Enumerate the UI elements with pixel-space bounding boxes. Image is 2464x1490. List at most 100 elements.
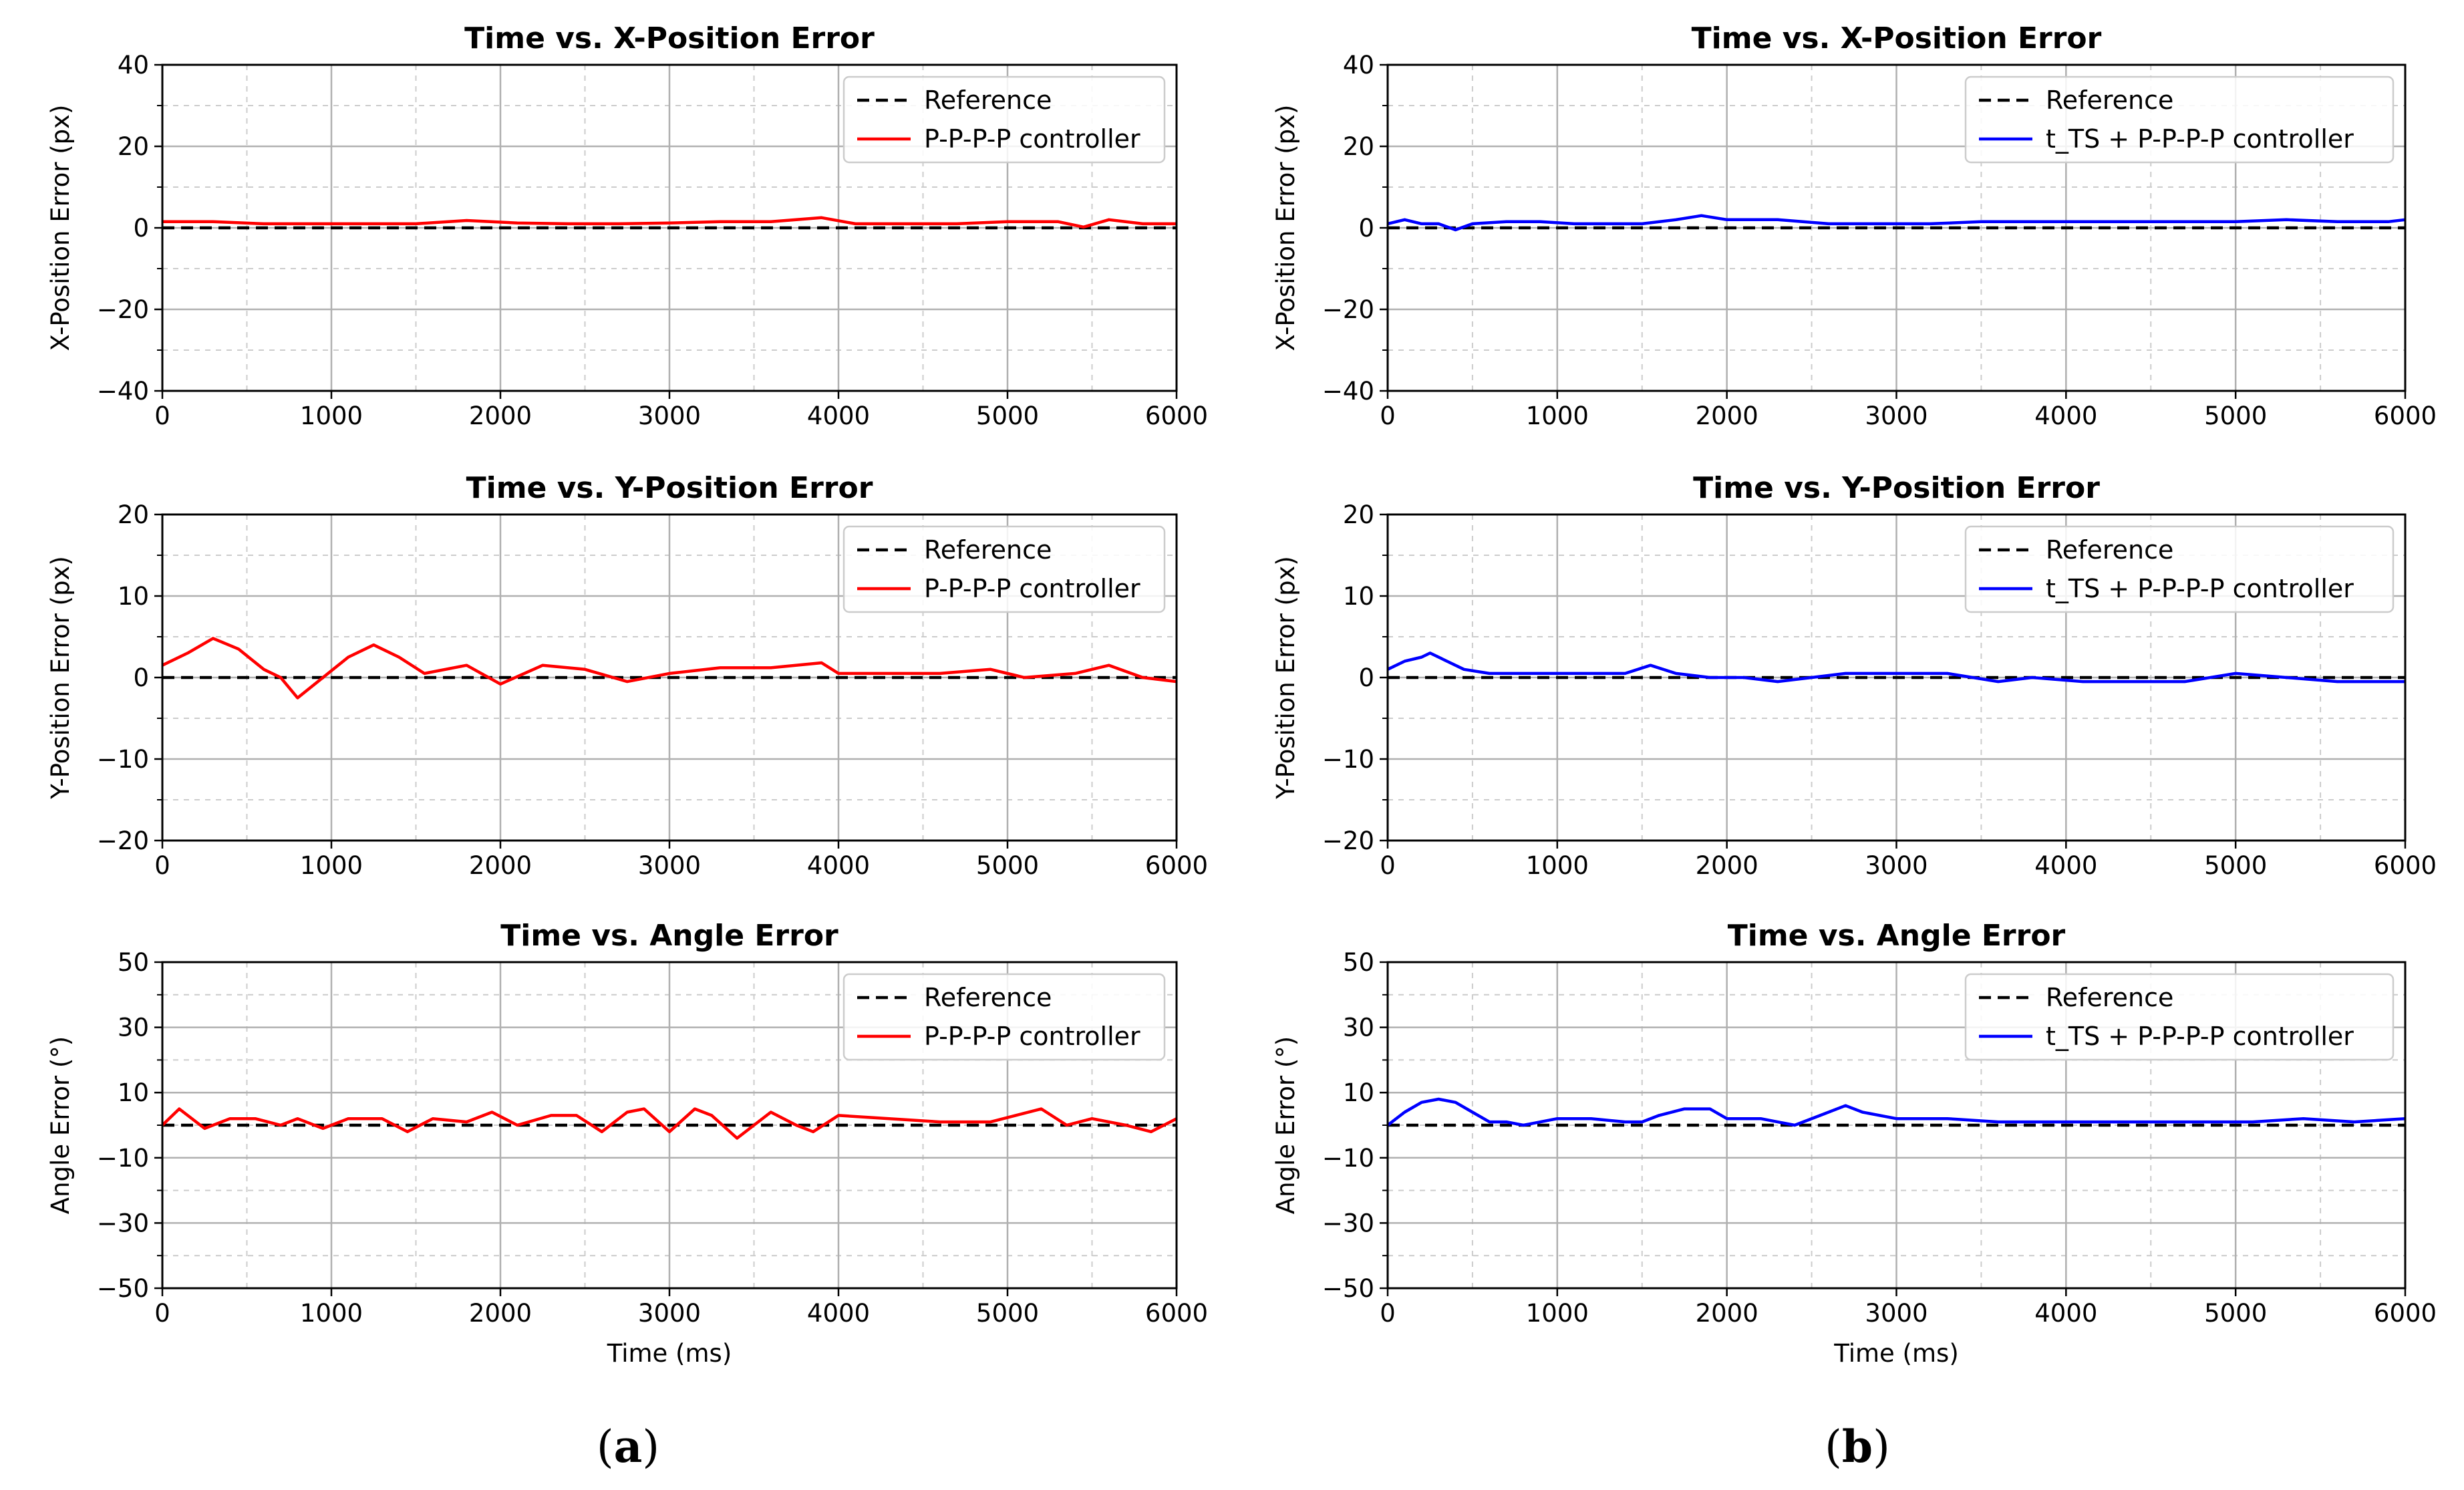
tick-label-x: 5000 xyxy=(2204,851,2267,880)
panel-label-b: (b) xyxy=(1825,1421,1890,1473)
tick-label-x: 2000 xyxy=(1696,1299,1758,1328)
tick-label-x: 0 xyxy=(154,851,170,880)
tick-label-x: 6000 xyxy=(2374,402,2437,430)
chart-title: Time vs. X-Position Error xyxy=(464,21,875,55)
tick-label-y: −10 xyxy=(1322,1144,1374,1173)
tick-label-y: −40 xyxy=(97,377,149,406)
tick-label-y: 30 xyxy=(1343,1014,1374,1042)
legend: Reference P-P-P-P controller xyxy=(842,973,1166,1061)
legend-label: P-P-P-P controller xyxy=(924,574,1140,603)
chart-title: Time vs. Angle Error xyxy=(1728,919,2066,953)
tick-label-x: 2000 xyxy=(469,851,532,880)
legend-label: P-P-P-P controller xyxy=(924,124,1140,154)
tick-label-y: −30 xyxy=(97,1209,149,1237)
chart-3: 0 1000 2000 3000 4000 5000 6000 −40 −20 0 20 40 Time… xyxy=(1271,21,2437,430)
axis-label-y: Angle Error (°) xyxy=(1271,1036,1300,1214)
tick-label-x: 0 xyxy=(1380,851,1396,880)
chart-title: Time vs. X-Position Error xyxy=(1692,21,2102,55)
chart-5: 0 1000 2000 3000 4000 5000 6000 −50 −30 −10 10 30 50… xyxy=(1271,919,2437,1368)
legend-label: Reference xyxy=(2046,86,2173,115)
tick-label-y: 40 xyxy=(118,51,149,80)
tick-label-x: 5000 xyxy=(976,402,1039,430)
tick-label-x: 1000 xyxy=(300,1299,363,1328)
tick-label-y: 10 xyxy=(118,582,149,611)
tick-label-x: 4000 xyxy=(807,851,870,880)
legend: Reference P-P-P-P controller xyxy=(842,76,1166,164)
series-line-controller xyxy=(1386,1097,2406,1127)
legend-box xyxy=(842,525,1166,613)
tick-label-y: −10 xyxy=(97,1144,149,1173)
tick-label-x: 0 xyxy=(154,402,170,430)
panel-label-a: (a) xyxy=(597,1421,659,1473)
legend: Reference P-P-P-P controller xyxy=(842,525,1166,613)
legend-box xyxy=(1964,76,2395,164)
series-line-controller xyxy=(1387,214,2406,232)
legend-label: t_TS + P-P-P-P controller xyxy=(2046,1022,2354,1051)
chart-1: 0 1000 2000 3000 4000 5000 6000 −20 −10 0 10 20 Time… xyxy=(46,471,1208,880)
series-line-controller xyxy=(162,216,1177,229)
legend-label: Reference xyxy=(924,86,1052,115)
legend-label: Reference xyxy=(2046,983,2173,1012)
tick-label-x: 1000 xyxy=(1526,402,1589,430)
tick-label-x: 5000 xyxy=(2204,402,2267,430)
legend-box xyxy=(842,973,1166,1061)
series-line-controller xyxy=(161,1107,1178,1140)
tick-label-x: 3000 xyxy=(1865,1299,1928,1328)
tick-label-y: 20 xyxy=(118,132,149,161)
tick-label-x: 4000 xyxy=(2034,402,2097,430)
tick-label-x: 2000 xyxy=(1696,402,1758,430)
tick-label-y: 50 xyxy=(118,948,149,977)
tick-label-x: 2000 xyxy=(469,1299,532,1328)
tick-label-x: 4000 xyxy=(2034,1299,2097,1328)
tick-label-x: 4000 xyxy=(807,402,870,430)
tick-label-x: 5000 xyxy=(976,851,1039,880)
tick-label-x: 3000 xyxy=(638,402,701,430)
legend-label: Reference xyxy=(2046,535,2173,565)
axis-label-y: Angle Error (°) xyxy=(46,1036,75,1214)
tick-label-y: −50 xyxy=(97,1274,149,1303)
tick-label-x: 0 xyxy=(154,1299,170,1328)
tick-label-y: −10 xyxy=(1322,745,1374,774)
legend-label: P-P-P-P controller xyxy=(924,1022,1140,1051)
tick-label-x: 2000 xyxy=(1696,851,1758,880)
tick-label-x: 5000 xyxy=(976,1299,1039,1328)
tick-label-y: −20 xyxy=(97,827,149,855)
tick-label-y: 20 xyxy=(118,500,149,529)
legend: Reference t_TS + P-P-P-P controller xyxy=(1964,76,2395,164)
chart-title: Time vs. Angle Error xyxy=(500,919,838,953)
tick-label-y: 10 xyxy=(118,1078,149,1107)
tick-label-x: 1000 xyxy=(1526,1299,1589,1328)
series-line-controller xyxy=(162,637,1177,700)
legend: Reference t_TS + P-P-P-P controller xyxy=(1964,973,2395,1061)
tick-label-x: 0 xyxy=(1380,402,1396,430)
axis-label-y: X-Position Error (px) xyxy=(1271,105,1300,351)
tick-label-y: −20 xyxy=(1322,827,1374,855)
chart-title: Time vs. Y-Position Error xyxy=(466,471,873,505)
legend-box xyxy=(1964,973,2395,1061)
tick-label-x: 6000 xyxy=(2374,851,2437,880)
tick-label-x: 6000 xyxy=(1145,851,1208,880)
series-line-controller xyxy=(1387,651,2405,684)
tick-label-x: 4000 xyxy=(2034,851,2097,880)
tick-label-x: 4000 xyxy=(807,1299,870,1328)
tick-label-x: 3000 xyxy=(1865,402,1928,430)
tick-label-x: 6000 xyxy=(1145,1299,1208,1328)
tick-label-y: 0 xyxy=(1358,214,1374,243)
tick-label-x: 1000 xyxy=(1526,851,1589,880)
tick-label-y: −30 xyxy=(1322,1209,1374,1237)
legend-label: t_TS + P-P-P-P controller xyxy=(2046,574,2354,603)
axis-label-y: X-Position Error (px) xyxy=(46,105,75,351)
tick-label-y: −50 xyxy=(1322,1274,1374,1303)
tick-label-y: 10 xyxy=(1343,1078,1374,1107)
tick-label-y: 0 xyxy=(133,214,149,243)
tick-label-y: 0 xyxy=(133,663,149,692)
chart-title: Time vs. Y-Position Error xyxy=(1693,471,2100,505)
tick-label-y: −20 xyxy=(1322,295,1374,324)
legend-box xyxy=(842,76,1166,164)
tick-label-x: 6000 xyxy=(2374,1299,2437,1328)
legend: Reference t_TS + P-P-P-P controller xyxy=(1964,525,2395,613)
chart-4: 0 1000 2000 3000 4000 5000 6000 −20 −10 0 10 20 Time… xyxy=(1271,471,2437,880)
tick-label-y: 0 xyxy=(1358,663,1374,692)
axis-label-y: Y-Position Error (px) xyxy=(46,556,75,800)
